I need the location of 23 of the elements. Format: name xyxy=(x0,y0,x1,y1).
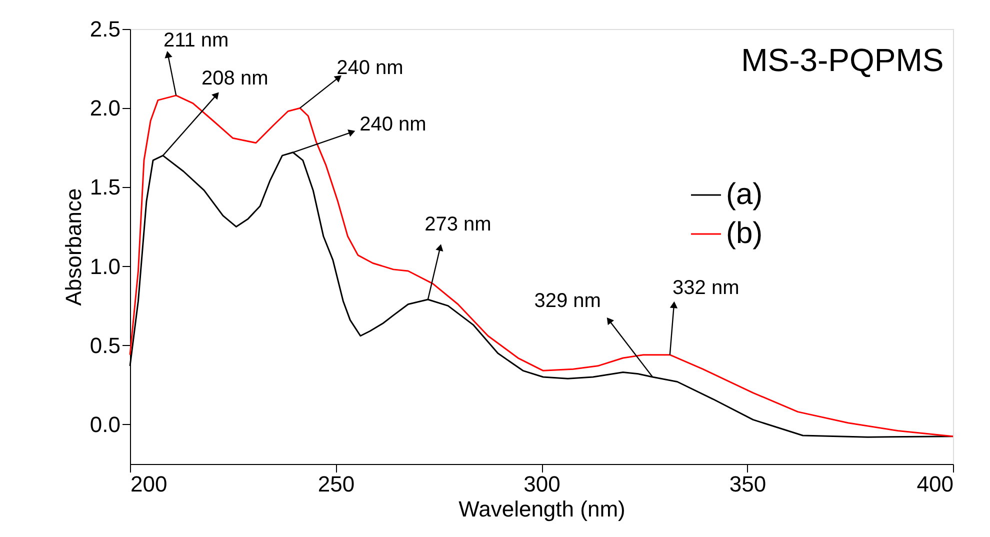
x-tick-label: 400 xyxy=(916,472,954,496)
annotation: 240 nm xyxy=(336,57,404,80)
annotation: 273 nm xyxy=(424,213,492,236)
chart-title: MS-3-PQPMS xyxy=(741,42,944,78)
annotation: 240 nm xyxy=(360,113,426,136)
annotation: 332 nm xyxy=(672,276,740,299)
annotation: 329 nm xyxy=(534,290,601,312)
annotation: 208 nm xyxy=(202,68,268,90)
y-tick-label: 1.0 xyxy=(90,254,120,279)
y-tick-label: 0.0 xyxy=(90,412,120,437)
y-tick-label: 1.5 xyxy=(90,174,120,200)
legend-label: (b) xyxy=(726,217,763,250)
legend-label: (a) xyxy=(726,178,763,211)
x-tick-label: 250 xyxy=(318,472,355,496)
y-tick-label: 2.0 xyxy=(90,96,120,121)
x-tick-label: 200 xyxy=(130,472,168,496)
y-tick-label: 2.5 xyxy=(90,16,120,42)
x-tick-label: 300 xyxy=(524,472,560,496)
x-axis-title: Wavelength (nm) xyxy=(458,496,626,522)
y-tick-label: 0.5 xyxy=(90,332,120,358)
annotation: 211 nm xyxy=(163,29,229,52)
x-tick-label: 350 xyxy=(729,472,766,496)
y-axis-title: Absorbance xyxy=(60,188,86,306)
